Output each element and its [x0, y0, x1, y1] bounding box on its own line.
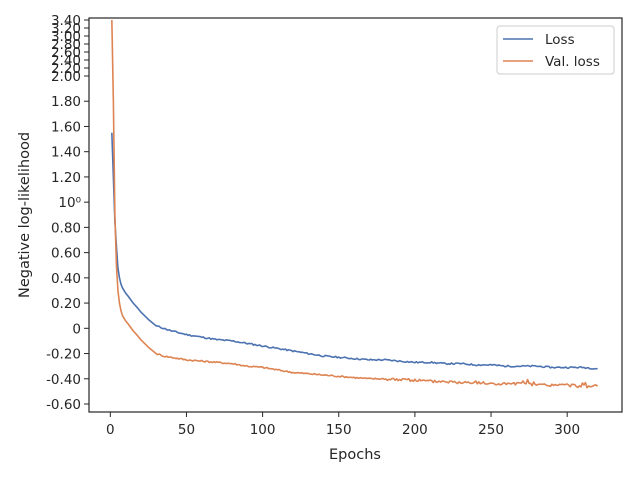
y-tick-label: 1.60: [51, 119, 81, 135]
y-tick-upper-label: 3.00: [51, 29, 81, 45]
legend-label-loss: Loss: [545, 32, 575, 48]
y-tick-label: 1.40: [51, 145, 81, 161]
y-tick-label: 0.40: [51, 271, 81, 287]
y-tick-label: 0.60: [51, 246, 81, 262]
y-axis-label: Negative log-likelihood: [17, 132, 33, 298]
x-tick-label: 300: [554, 422, 580, 438]
y-tick-upper-label: 2.20: [51, 61, 81, 77]
plot-area: [88, 17, 623, 413]
y-tick-label: 10⁰: [58, 195, 81, 211]
y-tick-label: -0.20: [46, 347, 81, 363]
x-tick-label: 50: [178, 422, 195, 438]
series-line-val-loss: [111, 19, 599, 389]
y-tick-upper-label: 3.40: [51, 13, 81, 29]
y-tick-upper-label: 3.20: [51, 21, 81, 37]
y-tick-label: 2.00: [51, 69, 81, 85]
y-tick-upper-label: 2.60: [51, 45, 81, 61]
x-tick-label: 0: [106, 422, 115, 438]
y-tick-label: 1.80: [51, 94, 81, 110]
legend: Loss Val. loss: [496, 25, 615, 75]
y-tick-label: -0.40: [46, 372, 81, 388]
y-tick-label: 0.80: [51, 220, 81, 236]
x-tick-label: 200: [402, 422, 428, 438]
y-axis: -0.60 -0.40 -0.20 0 0.20 0.40 0.60 0.80 10⁰ 1.20 1…: [46, 13, 89, 413]
legend-label-val-loss: Val. loss: [545, 54, 600, 70]
x-axis: 0 50 100 150 200 250 300: [106, 412, 580, 438]
y-tick-upper-label: 2.40: [51, 53, 81, 69]
y-tick-label: 0: [72, 321, 81, 337]
x-tick-label: 100: [250, 422, 276, 438]
x-tick-label: 150: [326, 422, 352, 438]
y-tick-label: -0.60: [46, 397, 81, 413]
y-tick-label: 0.20: [51, 296, 81, 312]
x-tick-label: 250: [478, 422, 504, 438]
y-tick-upper-label: 2.80: [51, 37, 81, 53]
series-lines: [111, 19, 599, 389]
series-line-loss: [111, 132, 598, 370]
x-axis-label: Epochs: [329, 447, 381, 463]
y-tick-label: 1.20: [51, 170, 81, 186]
legend-box: [496, 25, 615, 75]
